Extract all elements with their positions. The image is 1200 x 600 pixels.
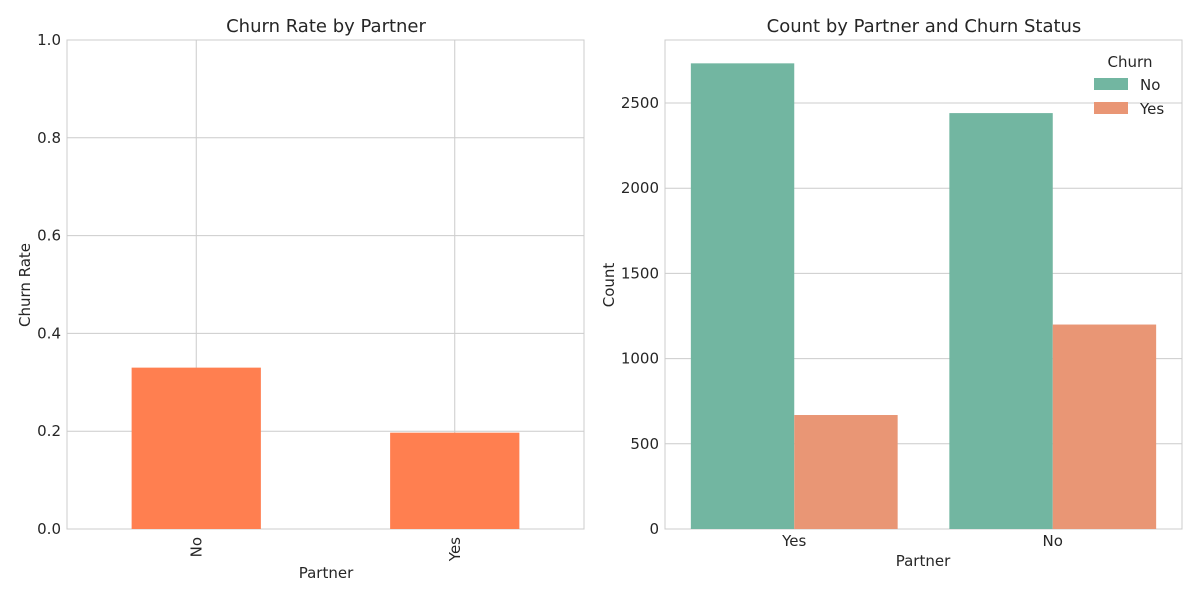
- y-tick-label: 2000: [621, 179, 659, 197]
- y-tick-label: 0.2: [37, 422, 61, 440]
- legend-title: Churn: [1108, 53, 1153, 71]
- chart-title: Churn Rate by Partner: [226, 16, 426, 37]
- bar-yes: [390, 432, 520, 529]
- y-tick-label: 1.0: [37, 31, 61, 49]
- y-tick-label: 0.6: [37, 227, 61, 245]
- y-tick-label: 500: [630, 435, 659, 453]
- y-tick-label: 0.8: [37, 129, 61, 147]
- legend-swatch-no: [1094, 78, 1128, 90]
- x-tick-label: No: [1043, 532, 1063, 550]
- x-tick-label: No: [187, 537, 205, 557]
- bar-no-churn-yes: [1052, 324, 1157, 529]
- bar-no: [131, 367, 261, 529]
- y-tick-label: 0.0: [37, 520, 61, 538]
- y-tick-label: 0: [649, 520, 659, 538]
- plot-frame: [664, 39, 1183, 530]
- x-ticks: Yes No: [781, 532, 1063, 550]
- y-tick-label: 1000: [621, 350, 659, 368]
- y-axis-label: Count: [600, 263, 618, 308]
- x-tick-label: Yes: [446, 537, 464, 562]
- churn-rate-chart: Churn Rate by Partner 0.0 0.2 0.4 0.6 0.8 1.0…: [16, 16, 585, 582]
- chart-title: Count by Partner and Churn Status: [767, 16, 1082, 37]
- y-axis-label: Churn Rate: [16, 243, 34, 327]
- y-ticks: 0.0 0.2 0.4 0.6 0.8 1.0: [37, 31, 61, 538]
- legend-swatch-yes: [1094, 102, 1128, 114]
- y-ticks: 0 500 1000 1500 2000 2500: [621, 94, 659, 538]
- bars: [131, 367, 520, 529]
- x-ticks: No Yes: [187, 537, 464, 562]
- bar-yes-churn-yes: [794, 415, 898, 529]
- count-chart: Count by Partner and Churn Status 0 500 10…: [600, 16, 1183, 570]
- legend: Churn No Yes: [1094, 53, 1164, 118]
- plot-frame: [66, 39, 585, 530]
- x-axis-label: Partner: [896, 552, 951, 570]
- legend-label-no: No: [1140, 76, 1160, 94]
- y-tick-label: 0.4: [37, 324, 61, 342]
- bar-yes-churn-no: [690, 63, 795, 530]
- legend-label-yes: Yes: [1139, 100, 1164, 118]
- x-tick-label: Yes: [781, 532, 806, 550]
- bar-no-churn-no: [949, 113, 1053, 529]
- y-tick-label: 2500: [621, 94, 659, 112]
- y-tick-label: 1500: [621, 264, 659, 282]
- bars: [690, 63, 1157, 530]
- x-axis-label: Partner: [299, 564, 354, 582]
